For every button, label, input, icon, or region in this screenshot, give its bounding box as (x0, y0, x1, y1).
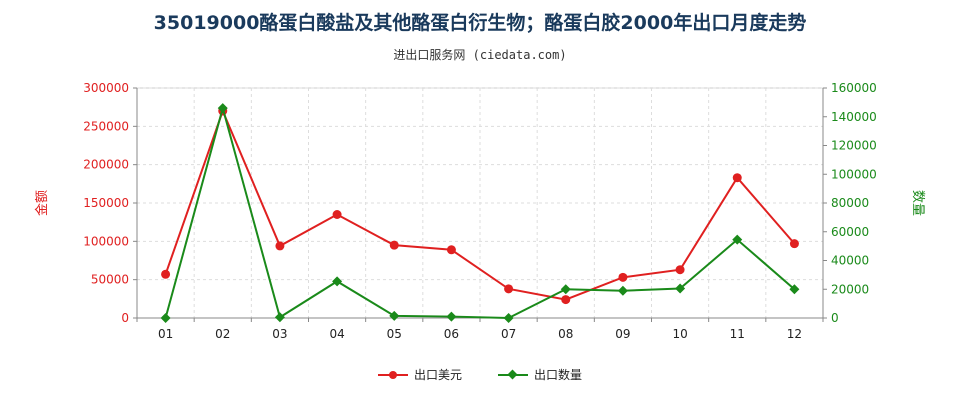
chart-title: 35019000酪蛋白酸盐及其他酪蛋白衍生物；酪蛋白胶2000年出口月度走势 (153, 12, 807, 34)
x-tick-label: 07 (501, 327, 516, 341)
y-right-tick-label: 60000 (831, 225, 869, 239)
data-point-quantity (160, 313, 171, 323)
y-left-tick-label: 300000 (83, 81, 129, 95)
data-point-usd (789, 239, 799, 249)
x-tick-label: 09 (615, 327, 630, 341)
y-left-tick-label: 50000 (91, 273, 129, 287)
y-left-tick-label: 200000 (83, 158, 129, 172)
x-tick-label: 03 (272, 327, 287, 341)
y-right-tick-label: 40000 (831, 254, 869, 268)
legend-item-quantity[interactable]: 出口数量 (498, 366, 582, 383)
y-left-axis-title: 金额 (34, 190, 50, 216)
data-point-quantity (560, 284, 571, 295)
data-point-usd (618, 272, 628, 282)
y-right-tick-label: 100000 (831, 167, 877, 181)
y-right-tick-label: 0 (831, 311, 839, 325)
data-point-quantity (217, 103, 228, 114)
y-right-tick-label: 80000 (831, 196, 869, 210)
y-left-tick-label: 150000 (83, 196, 129, 210)
x-tick-label: 01 (158, 327, 173, 341)
y-right-tick-label: 140000 (831, 110, 877, 124)
y-left-tick-label: 0 (121, 311, 129, 325)
chart-subtitle: 进出口服务网 (ciedata.com) (393, 48, 567, 62)
data-point-quantity (446, 311, 457, 322)
data-point-usd (561, 295, 571, 305)
legend-label-quantity: 出口数量 (534, 368, 583, 382)
data-point-usd (161, 269, 171, 279)
x-tick-label: 11 (730, 327, 745, 341)
legend: 出口美元 出口数量 (0, 366, 960, 383)
series-line-quantity (164, 104, 796, 320)
data-point-quantity (789, 284, 800, 295)
x-tick-label: 08 (558, 327, 573, 341)
data-point-usd (275, 241, 285, 251)
x-tick-label: 04 (329, 327, 344, 341)
data-point-usd (332, 210, 342, 219)
data-point-usd (732, 173, 742, 183)
data-point-quantity (332, 276, 343, 287)
data-point-usd (675, 265, 685, 275)
data-point-usd (446, 245, 456, 255)
y-right-tick-label: 20000 (831, 282, 869, 296)
x-tick-label: 05 (387, 327, 402, 341)
x-tick-label: 02 (215, 327, 230, 341)
data-point-quantity (675, 283, 686, 294)
legend-label-usd: 出口美元 (413, 368, 462, 382)
legend-line-quantity-icon (498, 369, 528, 380)
data-point-quantity (503, 313, 514, 323)
legend-line-usd-icon (377, 370, 408, 380)
y-right-tick-label: 120000 (831, 139, 877, 153)
data-point-usd (504, 284, 514, 294)
data-point-quantity (274, 312, 285, 323)
series-line-usd (164, 108, 796, 301)
legend-item-usd[interactable]: 出口美元 (377, 366, 462, 383)
y-left-tick-label: 250000 (83, 119, 129, 133)
data-point-quantity (732, 234, 743, 245)
data-point-quantity (617, 285, 628, 296)
x-tick-label: 10 (672, 327, 687, 341)
y-right-axis-title: 数量 (910, 190, 925, 216)
data-point-usd (389, 240, 399, 250)
x-tick-label: 12 (787, 327, 802, 341)
y-left-tick-label: 100000 (83, 234, 129, 248)
data-point-quantity (389, 310, 400, 321)
x-tick-label: 06 (444, 327, 459, 341)
y-right-tick-label: 160000 (831, 81, 877, 95)
